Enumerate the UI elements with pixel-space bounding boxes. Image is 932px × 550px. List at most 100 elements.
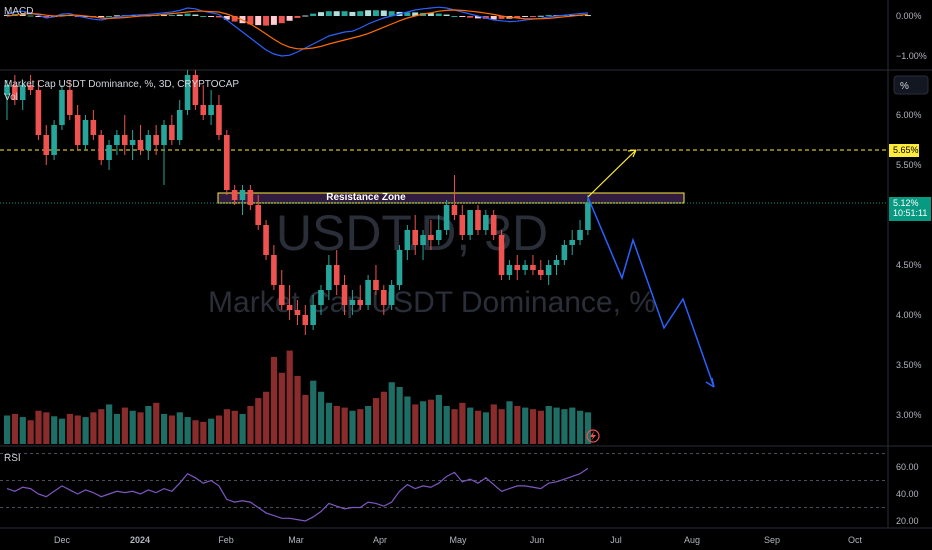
macd-histogram-bar xyxy=(231,16,238,22)
target-price-tag-text: 5.65% xyxy=(893,145,919,155)
candle-body xyxy=(67,90,73,115)
candle-body xyxy=(490,215,497,235)
candle-body xyxy=(19,85,26,100)
candle-body xyxy=(43,135,50,155)
macd-histogram-bar xyxy=(208,16,215,17)
macd-histogram-bar xyxy=(490,16,497,20)
candle-body xyxy=(176,110,183,140)
candle-body xyxy=(483,215,489,230)
volume-bar xyxy=(318,391,325,444)
macd-histogram-bar xyxy=(270,16,277,25)
volume-bar xyxy=(333,406,340,444)
candle-body xyxy=(145,135,152,150)
macd-histogram-bar xyxy=(286,16,293,21)
countdown-tag-text: 10:51:11 xyxy=(893,208,927,218)
macd-histogram-bar xyxy=(247,16,254,25)
candle-body xyxy=(74,115,81,145)
volume-bar xyxy=(223,409,230,444)
volume-bar xyxy=(443,406,450,444)
volume-bar xyxy=(349,410,356,444)
candle-body xyxy=(129,140,136,145)
yellow-arrowhead xyxy=(627,149,637,158)
macd-label: MACD xyxy=(4,6,33,17)
macd-histogram-bar xyxy=(451,16,458,17)
yellow-projection-line xyxy=(587,149,637,198)
candle-body xyxy=(420,235,426,245)
resistance-zone-box[interactable] xyxy=(217,192,685,204)
volume-bar xyxy=(208,418,215,444)
volume-bar xyxy=(74,415,81,444)
volume-bar xyxy=(561,409,568,444)
candle-body xyxy=(247,190,254,205)
volume-bar xyxy=(129,410,136,444)
candle-body xyxy=(412,230,418,245)
candle-body xyxy=(169,125,175,140)
rsi-axis-tick: 20.00 xyxy=(896,516,919,526)
candle-body xyxy=(333,265,340,285)
candle-body xyxy=(239,190,246,200)
candle-body xyxy=(192,75,199,105)
candle-body xyxy=(365,280,371,305)
candle-body xyxy=(286,305,293,310)
unit-button[interactable] xyxy=(893,75,929,95)
volume-bar xyxy=(247,406,254,444)
volume-bar xyxy=(569,407,576,444)
macd-histogram-bar xyxy=(475,16,481,19)
chart-title[interactable]: Market Cap USDT Dominance, %, 3D, CRYPTO… xyxy=(4,79,239,90)
time-axis-tick: Mar xyxy=(288,535,304,545)
candle-body xyxy=(255,205,261,225)
volume-bar xyxy=(270,356,278,444)
volume-bar xyxy=(82,417,89,444)
candle-body xyxy=(4,85,10,95)
candle-body xyxy=(404,230,411,250)
macd-histogram-bar xyxy=(35,16,42,17)
lightning-icon[interactable] xyxy=(586,429,600,443)
volume-bar xyxy=(153,402,160,444)
time-axis-tick: Jul xyxy=(610,535,622,545)
macd-histogram-bar xyxy=(459,16,466,17)
volume-bar xyxy=(161,413,168,444)
candle-body xyxy=(59,90,65,125)
signal-line xyxy=(6,9,588,50)
candle-body xyxy=(310,305,316,325)
time-axis-tick: Sep xyxy=(764,535,780,545)
volume-bar xyxy=(498,409,505,444)
candle-body xyxy=(569,240,575,245)
volume-bar xyxy=(239,413,246,444)
macd-histogram-bar xyxy=(19,14,26,16)
projection-arrows xyxy=(587,149,715,388)
volume-bar xyxy=(4,415,11,444)
volume-bar xyxy=(294,375,301,444)
candle-body xyxy=(553,260,560,265)
candle-body xyxy=(208,105,214,115)
candle-body xyxy=(302,315,309,325)
candle-body xyxy=(294,310,301,315)
volume-bar xyxy=(396,387,403,444)
macd-histogram-bar xyxy=(545,15,552,17)
volume-bar xyxy=(584,412,592,444)
macd-histogram-bar xyxy=(357,11,364,16)
macd-histogram-bar xyxy=(278,16,285,24)
rsi-label[interactable]: RSI xyxy=(4,453,21,464)
volume-bar xyxy=(325,402,333,444)
price-axis-tick: 4.50% xyxy=(896,260,922,270)
volume-bar xyxy=(529,409,537,444)
candle-body xyxy=(216,105,222,135)
candle-body xyxy=(326,265,332,290)
macd-axis-tick: 0.00% xyxy=(896,11,922,21)
macd-histogram-bar xyxy=(498,16,505,19)
volume-label[interactable]: Vol xyxy=(4,92,18,103)
macd-histogram-bar xyxy=(537,15,544,17)
volume-bar xyxy=(90,412,97,444)
macd-histogram-bar xyxy=(294,16,301,18)
volume-bar xyxy=(537,410,544,444)
current-price-tag-text: 5.12% xyxy=(893,198,919,208)
macd-histogram-bar xyxy=(263,16,270,26)
macd-histogram-bar xyxy=(522,16,529,17)
volume-bar xyxy=(43,412,50,444)
candle-body xyxy=(184,75,191,110)
macd-histogram-bar xyxy=(529,16,536,17)
macd-histogram-bar xyxy=(435,13,442,16)
macd-histogram-bar xyxy=(192,14,199,16)
volume-bar xyxy=(121,407,128,444)
